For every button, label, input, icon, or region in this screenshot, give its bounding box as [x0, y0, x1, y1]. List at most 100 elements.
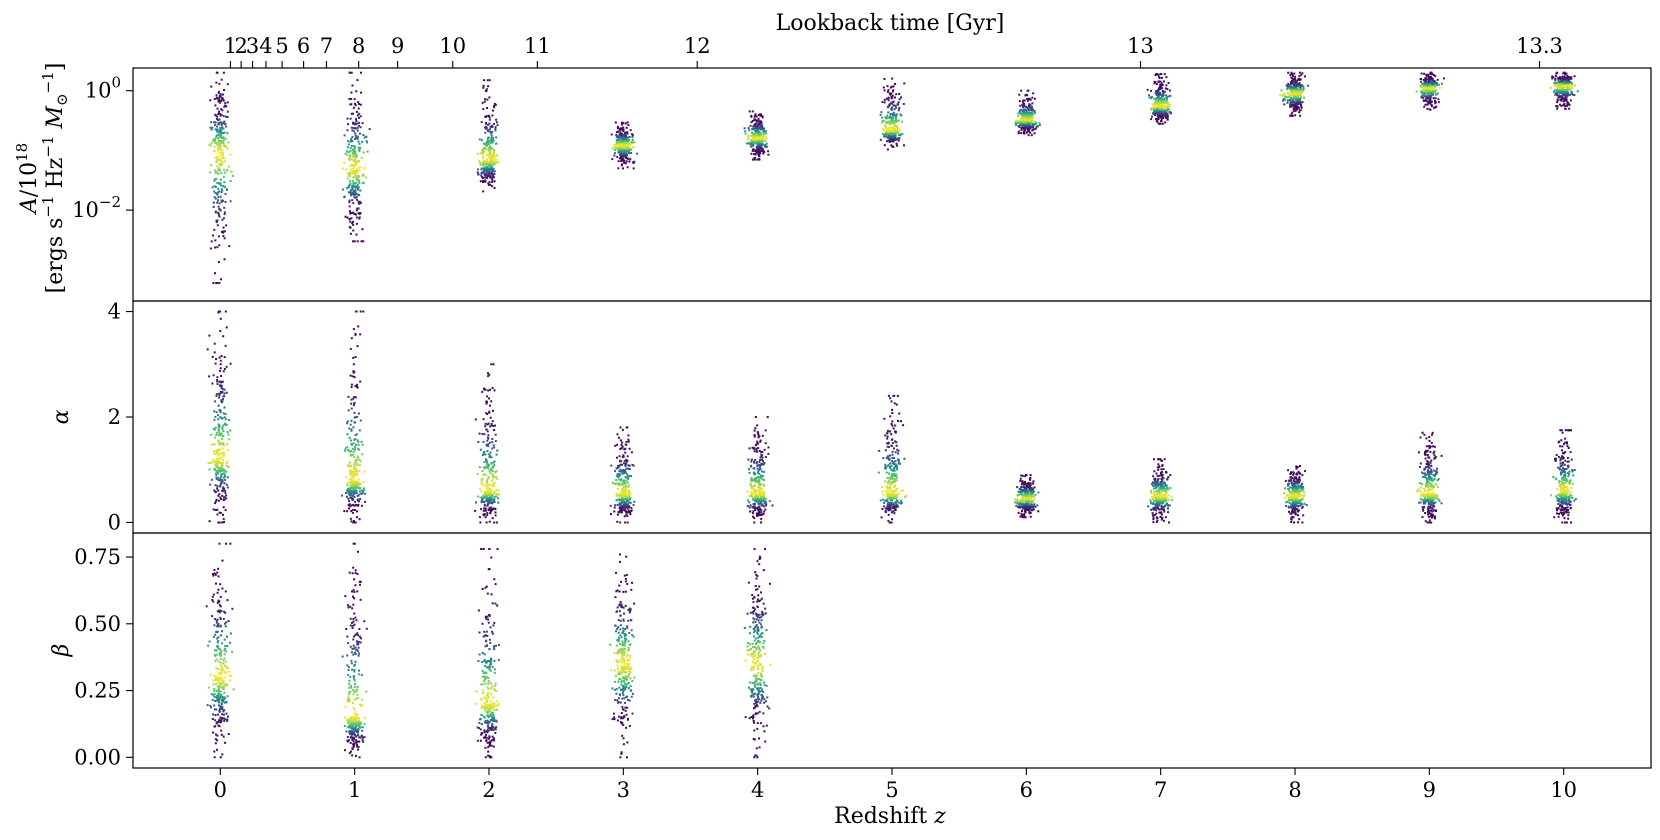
- amplitude-sample-point: [1022, 99, 1025, 102]
- alpha-sample-point: [349, 374, 352, 377]
- amplitude-sample-point: [358, 216, 361, 219]
- alpha-sample-point: [891, 457, 894, 459]
- amplitude-sample-point: [482, 171, 485, 174]
- amplitude-sample-point: [1159, 101, 1162, 104]
- alpha-sample-point: [489, 416, 492, 419]
- alpha-sample-point: [364, 500, 367, 503]
- amplitude-sample-point: [890, 92, 893, 95]
- alpha-sample-point: [493, 521, 496, 524]
- alpha-sample-point: [352, 463, 355, 466]
- amplitude-sample-point: [622, 138, 625, 141]
- amplitude-sample-point: [357, 212, 360, 215]
- alpha-sample-point: [891, 408, 893, 411]
- amplitude-sample-point: [212, 205, 215, 208]
- alpha-sample-point: [628, 505, 631, 508]
- amplitude-sample-point: [222, 231, 225, 234]
- alpha-sample-point: [220, 375, 223, 377]
- amplitude-sample-point: [1297, 103, 1299, 106]
- alpha-sample-point: [354, 459, 357, 461]
- alpha-sample-point: [760, 498, 762, 501]
- amplitude-sample-point: [1282, 98, 1285, 100]
- alpha-sample-point: [221, 473, 224, 475]
- amplitude-sample-point: [347, 143, 350, 146]
- amplitude-sample-point: [615, 144, 618, 147]
- amplitude-sample-point: [895, 114, 897, 117]
- amplitude-sample-point: [1300, 92, 1303, 95]
- amplitude-sample-point: [1559, 103, 1561, 106]
- amplitude-sample-point: [215, 81, 218, 84]
- alpha-sample-point: [753, 490, 756, 493]
- alpha-sample-point: [617, 473, 620, 476]
- amplitude-sample-point: [356, 183, 359, 186]
- alpha-sample-point: [628, 447, 631, 450]
- amplitude-sample-point: [901, 120, 903, 123]
- amplitude-sample-point: [886, 140, 888, 143]
- alpha-sample-point: [352, 426, 355, 429]
- alpha-sample-point: [487, 436, 489, 439]
- amplitude-sample-point: [477, 168, 479, 171]
- amplitude-sample-point: [1168, 106, 1171, 108]
- amplitude-sample-point: [482, 150, 485, 153]
- alpha-sample-point: [627, 493, 630, 496]
- amplitude-sample-point: [1298, 82, 1301, 85]
- amplitude-sample-point: [892, 111, 895, 114]
- alpha-sample-point: [625, 473, 628, 476]
- amplitude-sample-point: [1423, 72, 1426, 75]
- amplitude-sample-point: [1153, 82, 1156, 85]
- amplitude-sample-point: [1431, 73, 1434, 76]
- amplitude-sample-point: [1163, 111, 1166, 114]
- alpha-sample-point: [350, 469, 353, 472]
- alpha-sample-point: [616, 513, 619, 516]
- amplitude-z9-samples: [1415, 71, 1445, 111]
- amplitude-sample-point: [353, 212, 356, 215]
- alpha-sample-point: [359, 419, 362, 422]
- amplitude-sample-point: [759, 132, 762, 135]
- alpha-sample-point: [618, 482, 621, 485]
- alpha-sample-point: [626, 426, 629, 429]
- amplitude-sample-point: [358, 103, 361, 105]
- alpha-sample-point: [218, 396, 221, 399]
- alpha-z5-samples: [877, 394, 908, 524]
- alpha-sample-point: [630, 475, 633, 478]
- amplitude-sample-point: [219, 136, 222, 139]
- alpha-sample-point: [627, 438, 630, 441]
- alpha-sample-point: [625, 467, 628, 470]
- amplitude-sample-point: [889, 138, 892, 141]
- amplitude-sample-point: [892, 140, 895, 143]
- amplitude-sample-point: [224, 137, 227, 140]
- amplitude-sample-point: [1027, 124, 1030, 127]
- amplitude-sample-point: [1562, 104, 1565, 107]
- alpha-sample-point: [889, 508, 892, 511]
- amplitude-sample-point: [349, 226, 352, 229]
- amplitude-sample-point: [488, 158, 491, 161]
- amplitude-sample-point: [1017, 115, 1020, 118]
- alpha-sample-point: [629, 492, 632, 495]
- amplitude-sample-point: [1031, 96, 1034, 99]
- alpha-sample-point: [888, 521, 891, 524]
- amplitude-sample-point: [488, 147, 491, 150]
- amplitude-sample-point: [892, 134, 895, 137]
- amplitude-sample-point: [1566, 91, 1569, 94]
- alpha-sample-point: [352, 479, 355, 482]
- alpha-sample-point: [354, 356, 357, 358]
- amplitude-sample-point: [757, 113, 760, 116]
- alpha-sample-point: [353, 470, 356, 473]
- amplitude-sample-point: [1565, 99, 1568, 102]
- alpha-sample-point: [357, 325, 360, 328]
- alpha-sample-point: [758, 481, 761, 484]
- amplitude-sample-point: [361, 140, 364, 143]
- alpha-sample-point: [484, 388, 487, 391]
- alpha-sample-point: [619, 484, 622, 486]
- amplitude-sample-point: [1566, 104, 1568, 107]
- amplitude-sample-point: [626, 146, 629, 149]
- alpha-sample-point: [757, 433, 760, 436]
- alpha-sample-point: [352, 442, 355, 445]
- alpha-sample-point: [356, 470, 358, 473]
- amplitude-sample-point: [491, 124, 494, 127]
- alpha-sample-point: [767, 446, 770, 449]
- amplitude-sample-point: [223, 120, 226, 123]
- amplitude-sample-point: [895, 116, 898, 119]
- amplitude-sample-point: [224, 193, 227, 195]
- amplitude-sample-point: [619, 139, 622, 142]
- amplitude-sample-point: [1293, 85, 1296, 88]
